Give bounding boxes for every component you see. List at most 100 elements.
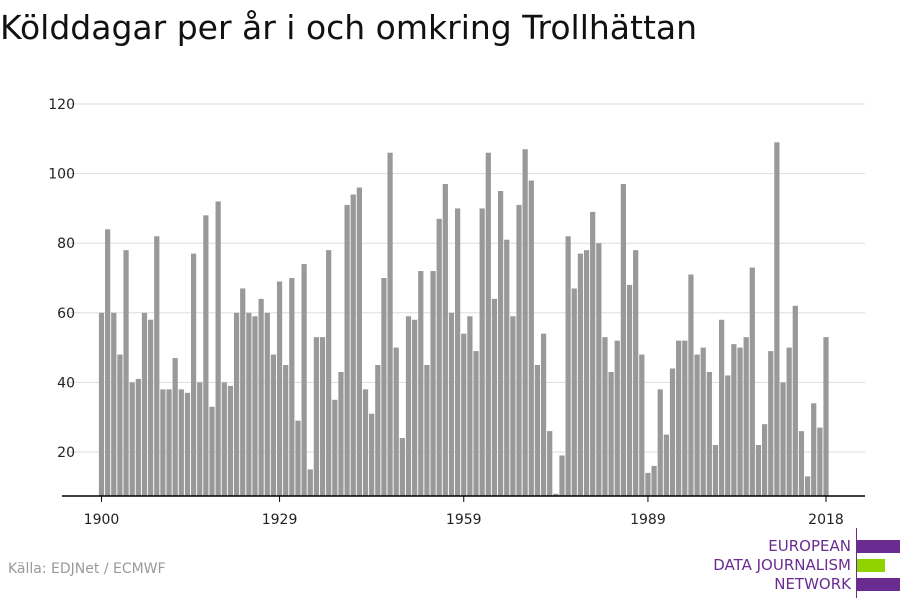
bar-2014 (798, 431, 805, 496)
bar-1976 (565, 236, 571, 497)
bar-1917 (203, 215, 209, 497)
bar-1949 (399, 438, 405, 496)
y-tick-label-100: 100 (48, 167, 75, 183)
bar-1910 (160, 389, 166, 496)
bar-1997 (694, 354, 700, 496)
bar-1932 (295, 420, 301, 496)
bar-1973 (547, 431, 553, 496)
bar-1919 (215, 201, 221, 496)
bar-1906 (135, 378, 141, 496)
bar-1984 (614, 340, 620, 496)
bars (98, 142, 829, 497)
logo-line-2: DATA JOURNALISM (713, 556, 851, 574)
bar-1955 (436, 218, 442, 496)
bar-1938 (332, 399, 338, 496)
bar-1995 (682, 340, 688, 496)
bar-1960 (467, 316, 473, 496)
x-tick-label-1929: 1929 (262, 512, 298, 528)
bar-1962 (479, 208, 485, 496)
x-tick-label-1989: 1989 (630, 512, 666, 528)
bar-1992 (663, 434, 669, 496)
bar-1931 (289, 278, 295, 496)
bar-1927 (264, 312, 270, 496)
bar-1968 (516, 204, 522, 497)
edjnet-logo: EUROPEAN DATA JOURNALISM NETWORK (700, 528, 900, 598)
bar-1982 (602, 337, 608, 496)
bar-1904 (123, 250, 129, 496)
bar-2006 (749, 267, 755, 496)
bar-1934 (307, 469, 313, 496)
bar-2013 (792, 305, 798, 496)
bar-1952 (418, 271, 424, 496)
bar-1961 (473, 351, 479, 496)
bar-2008 (761, 424, 768, 496)
logo-divider (856, 528, 857, 598)
bar-1996 (688, 274, 694, 496)
bar-1922 (233, 312, 240, 496)
bar-1951 (412, 319, 418, 496)
bar-1937 (326, 250, 332, 496)
bar-1967 (510, 316, 516, 496)
bar-1991 (657, 389, 663, 496)
bar-1963 (485, 152, 491, 496)
bar-1971 (534, 365, 541, 496)
bar-1970 (528, 180, 534, 496)
bar-1944 (369, 413, 375, 496)
bar-1926 (258, 298, 264, 496)
bar-1935 (313, 337, 320, 496)
bar-1980 (590, 211, 596, 496)
bar-1907 (141, 312, 148, 496)
y-tick-label-120: 120 (48, 97, 75, 113)
bar-1905 (129, 382, 135, 496)
bar-2001 (719, 319, 725, 496)
bar-1939 (338, 371, 344, 496)
bar-1988 (639, 354, 645, 496)
bar-2009 (768, 351, 774, 496)
x-axis: 1900 1929 1959 1989 2018 (62, 495, 865, 528)
bar-1979 (583, 250, 590, 496)
bar-1941 (350, 194, 356, 497)
bar-1972 (540, 333, 547, 496)
bar-1945 (375, 365, 381, 496)
bar-1958 (455, 208, 461, 496)
bar-1994 (676, 340, 682, 496)
bar-2004 (737, 347, 743, 496)
bar-1977 (571, 288, 577, 496)
bar-1900 (98, 312, 105, 496)
bar-1947 (387, 152, 393, 496)
bar-1983 (608, 371, 614, 496)
bar-1954 (430, 271, 436, 496)
bar-1985 (620, 184, 626, 497)
logo-line-1: EUROPEAN (768, 537, 851, 555)
bar-1921 (227, 385, 234, 496)
bar-1902 (111, 312, 117, 496)
bar-2007 (755, 445, 762, 496)
bar-1999 (706, 371, 712, 496)
bar-1915 (190, 253, 197, 496)
bar-1908 (148, 319, 154, 496)
logo-bar-purple-top (857, 540, 900, 553)
y-tick-label-60: 60 (57, 306, 75, 322)
bar-1925 (252, 316, 258, 496)
bar-1920 (221, 382, 227, 496)
bar-1911 (166, 389, 172, 496)
bar-1956 (442, 184, 448, 497)
logo-bar-green (857, 559, 885, 572)
logo-line-3: NETWORK (774, 575, 851, 593)
x-tick-label-1900: 1900 (84, 512, 120, 528)
bar-1929 (276, 281, 283, 496)
bar-2003 (731, 344, 737, 496)
bar-1964 (491, 298, 498, 496)
bar-1942 (356, 187, 362, 496)
bar-1990 (651, 465, 657, 496)
source-label: Källa: EDJNet / ECMWF (8, 561, 166, 577)
bar-1928 (270, 354, 277, 496)
bar-1978 (577, 253, 584, 496)
bar-1965 (497, 191, 504, 496)
bar-1989 (645, 472, 651, 496)
bar-2005 (743, 337, 749, 496)
bar-1998 (700, 347, 706, 496)
bar-1969 (522, 149, 528, 497)
bar-1923 (240, 288, 246, 496)
x-tick-label-2018: 2018 (808, 512, 844, 528)
